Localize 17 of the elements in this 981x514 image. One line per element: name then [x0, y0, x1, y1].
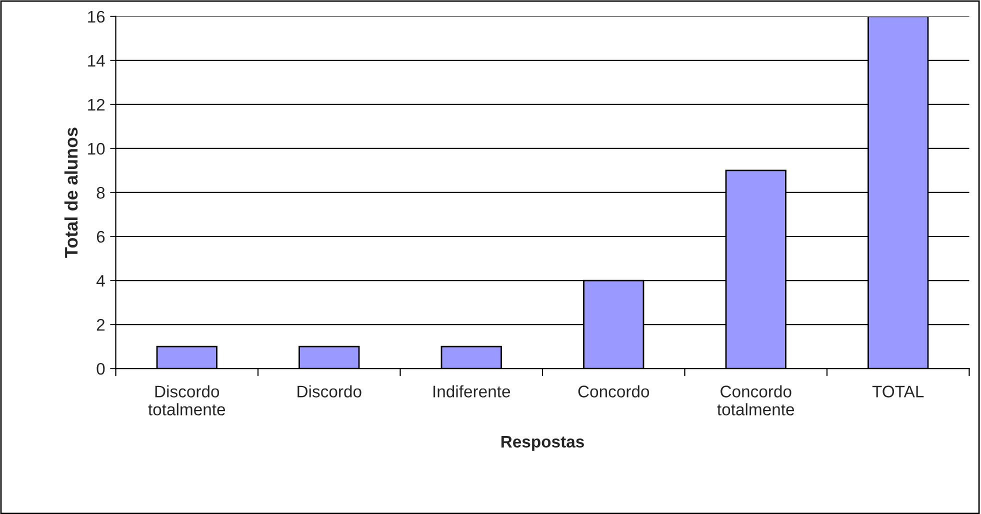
y-tick-label: 10 — [88, 142, 105, 155]
y-tick-label: 12 — [88, 98, 105, 111]
y-tick-label: 0 — [96, 362, 105, 375]
x-tick-label: Concordo totalmente — [717, 385, 794, 416]
y-tick-label: 2 — [96, 318, 105, 331]
y-tick-label: 8 — [96, 186, 105, 199]
y-tick-label: 14 — [88, 55, 105, 66]
x-tick-label: Concordo — [578, 385, 650, 398]
y-axis-title: Total de alunos — [64, 128, 78, 258]
x-tick-label: Discordo — [298, 385, 362, 398]
x-tick-label: Discordo totalmente — [148, 385, 226, 416]
y-tick-label: 6 — [96, 230, 105, 243]
x-tick-label: Indiferente — [434, 385, 510, 398]
x-tick-label: TOTAL — [872, 386, 924, 398]
x-axis-title: Respostas — [501, 436, 584, 451]
y-tick-label: 16 — [88, 10, 105, 23]
y-tick-label: 4 — [96, 275, 105, 287]
